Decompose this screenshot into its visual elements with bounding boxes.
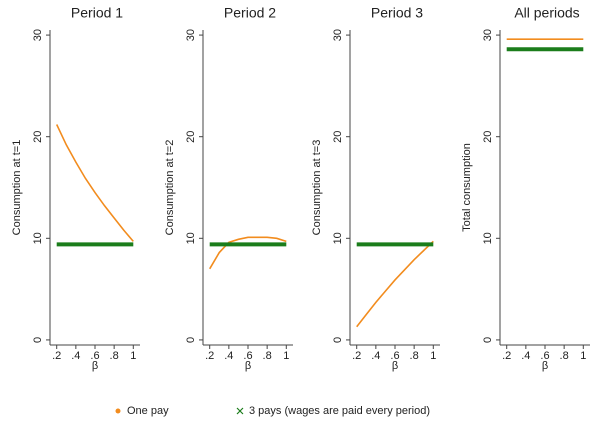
x-axis-title: β (92, 360, 98, 372)
y-tick-label: 20 (482, 131, 494, 143)
y-tick-label: 30 (332, 29, 344, 41)
legend-marker (115, 408, 121, 414)
x-tick-label: 1 (430, 350, 436, 362)
x-tick-label: .4 (71, 350, 80, 362)
x-tick-label: .6 (90, 350, 99, 362)
y-tick-label: 10 (482, 232, 494, 244)
series-line (356, 240, 434, 328)
legend-label: 3 pays (wages are paid every period) (249, 405, 430, 417)
x-tick-label: .8 (263, 350, 272, 362)
panel-title: Period 3 (371, 5, 423, 21)
x-tick-label: .8 (560, 350, 569, 362)
x-tick-label: .2 (352, 350, 361, 362)
x-axis-title: β (392, 360, 398, 372)
y-tick-label: 0 (185, 337, 197, 343)
y-tick-label: 30 (185, 29, 197, 41)
y-tick-label: 0 (482, 337, 494, 343)
x-tick-label: .2 (205, 350, 214, 362)
y-tick-label: 20 (332, 131, 344, 143)
y-tick-label: 20 (185, 131, 197, 143)
y-axis-title: Consumption at t=2 (164, 140, 176, 236)
panel-title: Period 1 (71, 5, 123, 21)
y-axis-title: Consumption at t=1 (11, 140, 23, 236)
y-tick-label: 0 (32, 337, 44, 343)
panel-title: All periods (514, 5, 579, 21)
series-line (209, 236, 287, 270)
legend-marker (236, 407, 244, 415)
y-axis-title: Consumption at t=3 (311, 140, 323, 236)
y-tick-label: 10 (32, 232, 44, 244)
series-line (55, 124, 134, 242)
x-tick-label: .2 (502, 350, 511, 362)
x-tick-label: .4 (224, 350, 233, 362)
x-tick-label: .6 (540, 350, 549, 362)
y-tick-label: 0 (332, 337, 344, 343)
x-axis-title: β (542, 360, 548, 372)
x-tick-label: .2 (52, 350, 61, 362)
x-tick-label: .6 (243, 350, 252, 362)
x-tick-label: .4 (371, 350, 380, 362)
legend-label: One pay (127, 405, 169, 417)
y-tick-label: 30 (32, 29, 44, 41)
x-tick-label: 1 (130, 350, 136, 362)
x-tick-label: .8 (410, 350, 419, 362)
x-tick-label: .4 (521, 350, 530, 362)
x-tick-label: .6 (390, 350, 399, 362)
y-tick-label: 20 (32, 131, 44, 143)
y-tick-label: 30 (482, 29, 494, 41)
x-tick-label: .8 (110, 350, 119, 362)
y-tick-label: 10 (332, 232, 344, 244)
y-axis-title: Total consumption (461, 143, 473, 232)
x-axis-title: β (245, 360, 251, 372)
x-tick-label: 1 (283, 350, 289, 362)
y-tick-label: 10 (185, 232, 197, 244)
panel-title: Period 2 (224, 5, 276, 21)
x-tick-label: 1 (580, 350, 586, 362)
